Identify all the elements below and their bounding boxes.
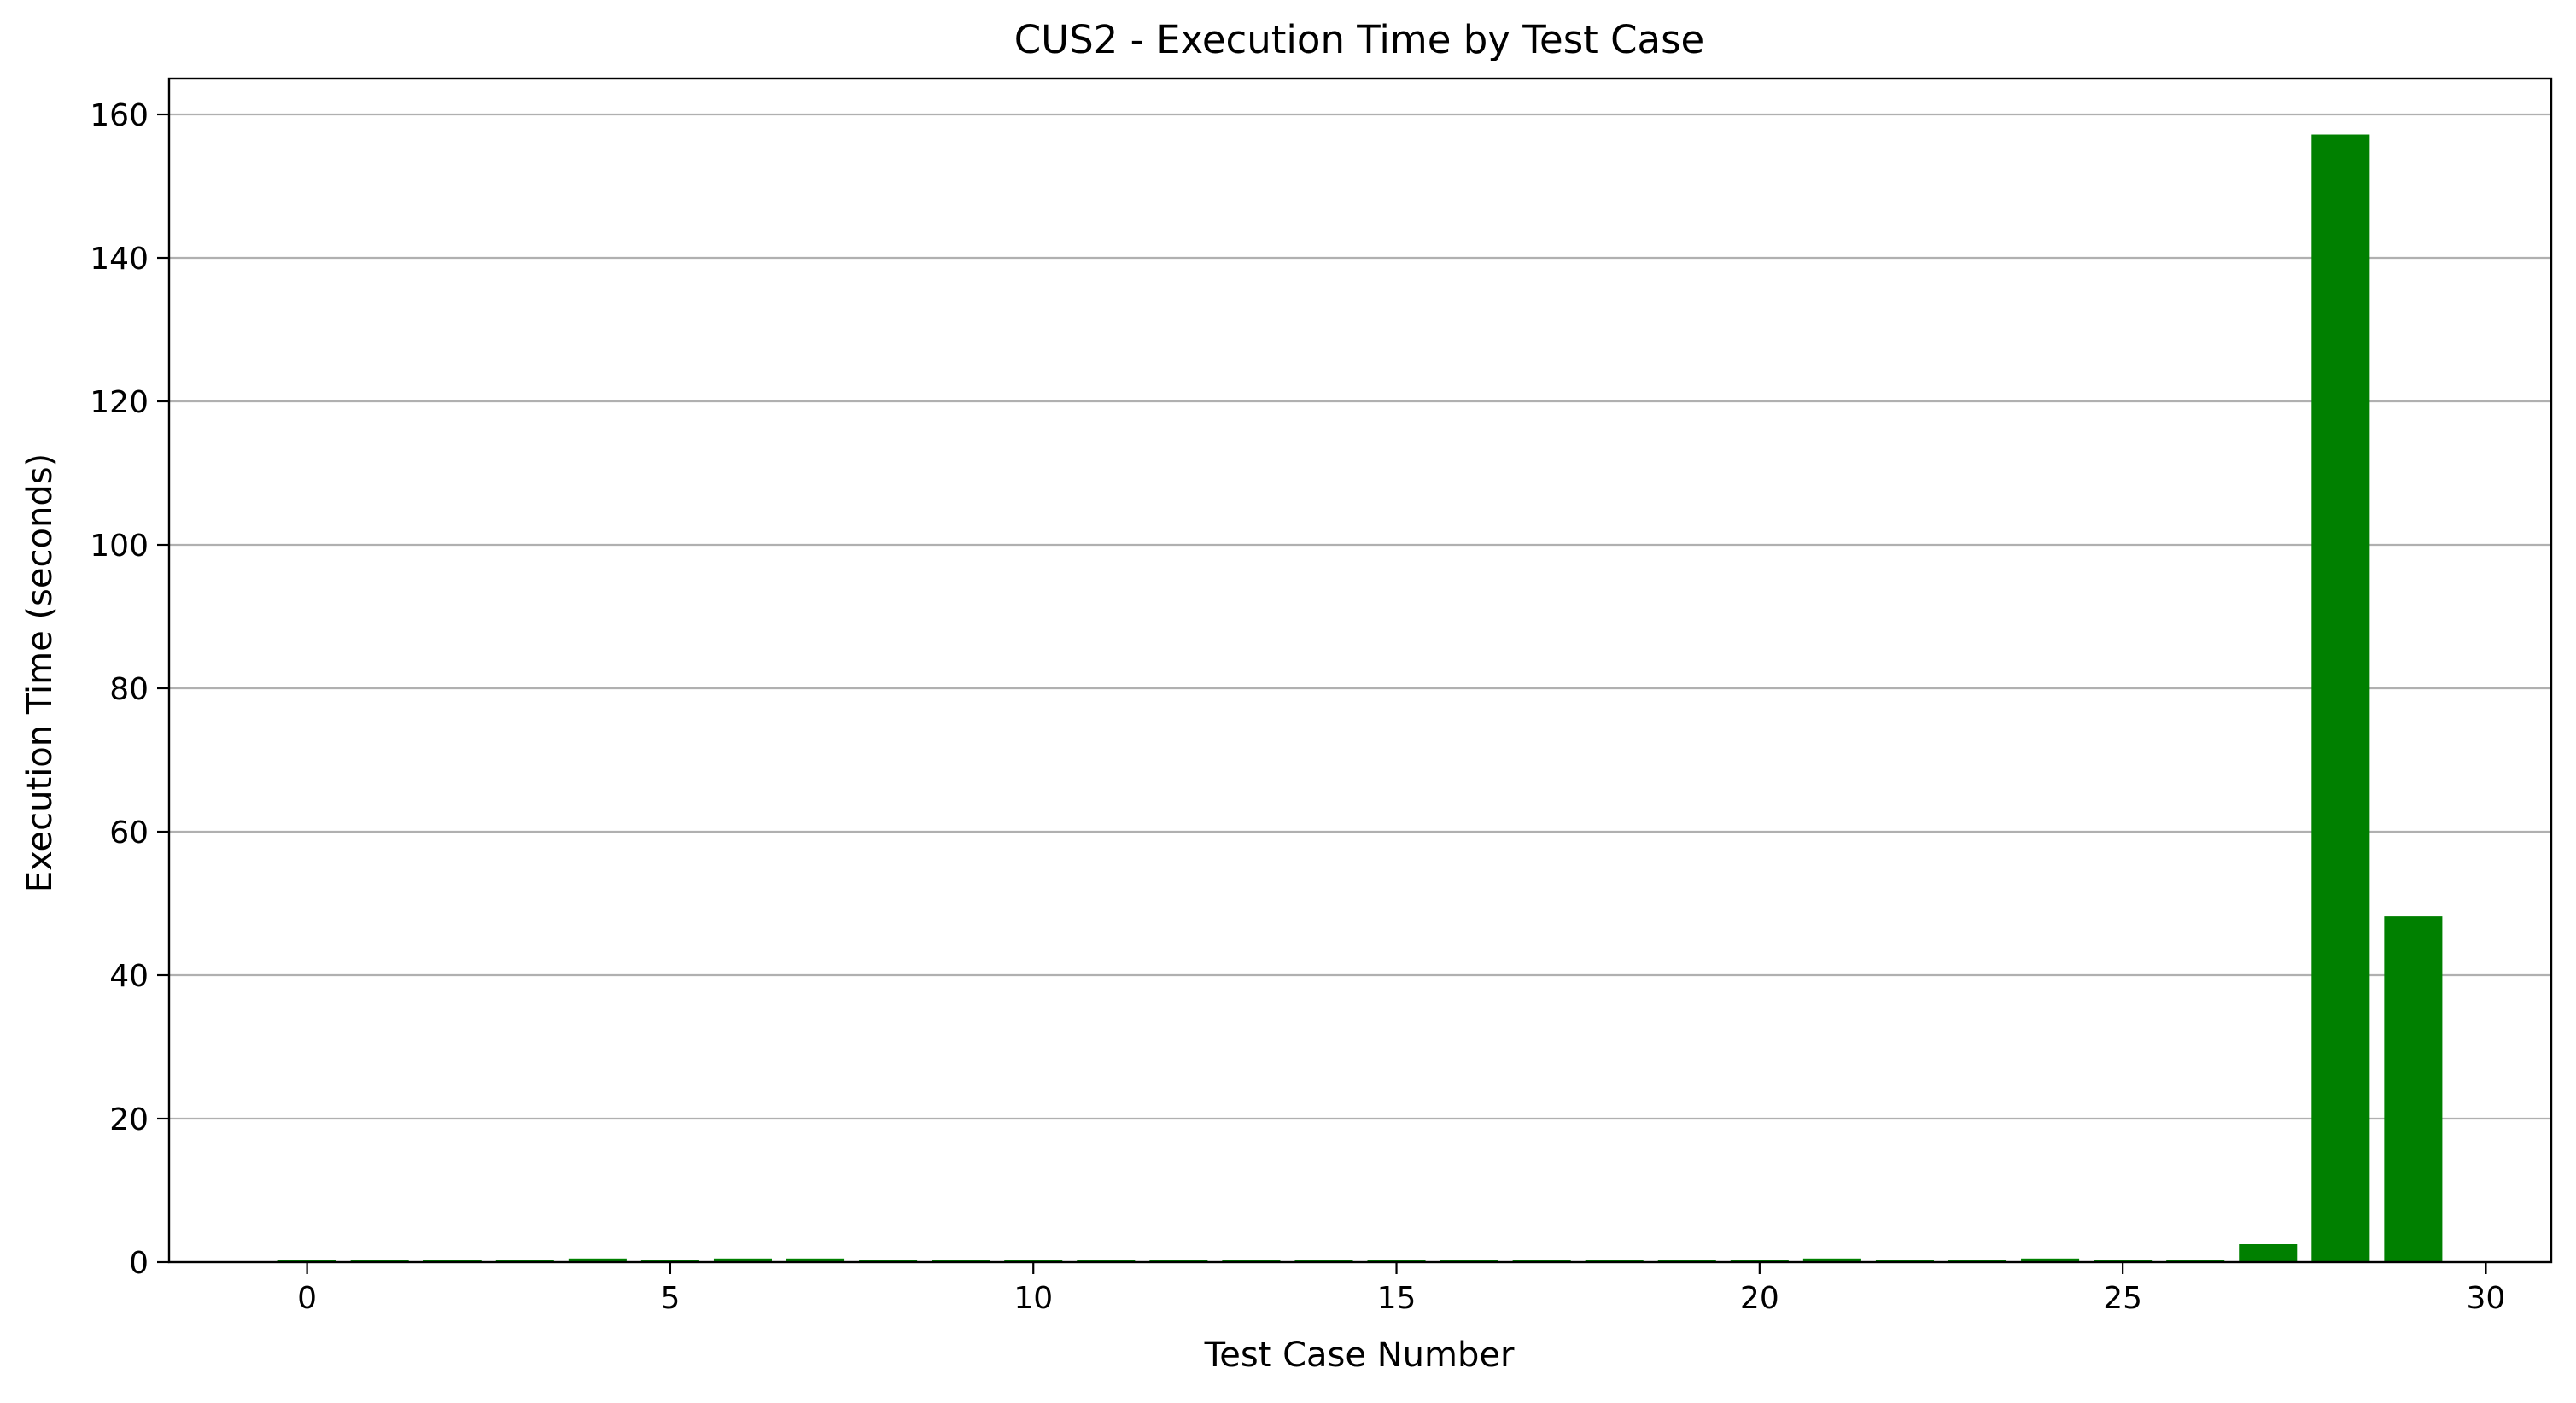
bar-test-case-27 (2239, 1244, 2298, 1262)
bar-test-case-22 (1875, 1260, 1934, 1262)
bar-test-case-11 (1077, 1260, 1136, 1262)
grid-lines (169, 113, 2551, 1120)
bar-test-case-16 (1440, 1260, 1498, 1262)
y-tick-label: 0 (129, 1246, 149, 1281)
bar-test-case-4 (568, 1258, 627, 1262)
bar-test-case-7 (786, 1258, 845, 1262)
bar-test-case-10 (1004, 1260, 1063, 1262)
y-tick-label: 40 (109, 959, 149, 994)
y-tick-label: 160 (90, 98, 149, 133)
y-tick-label: 100 (90, 529, 149, 564)
bar-test-case-26 (2166, 1260, 2225, 1262)
bar-test-case-20 (1730, 1260, 1789, 1262)
bar-test-case-2 (423, 1260, 482, 1262)
bar-test-case-15 (1367, 1260, 1426, 1262)
y-tick-label: 120 (90, 385, 149, 420)
y-axis-label: Execution Time (seconds) (20, 453, 60, 892)
plot-frame (167, 77, 2553, 1264)
y-tick-label: 60 (109, 815, 149, 851)
x-tick-label: 0 (297, 1281, 317, 1316)
bar-test-case-3 (495, 1260, 554, 1262)
bar-test-case-19 (1657, 1260, 1716, 1262)
x-tick-label: 10 (1013, 1281, 1053, 1316)
bar-test-case-5 (640, 1260, 699, 1262)
bar-test-case-23 (1948, 1260, 2007, 1262)
y-tick-label: 20 (109, 1102, 149, 1137)
bar-test-case-13 (1222, 1260, 1281, 1262)
x-axis-ticks: 0 5 10 15 20 25 30 (297, 1262, 2505, 1316)
x-tick-label: 30 (2467, 1281, 2506, 1316)
bar-test-case-6 (713, 1258, 773, 1262)
y-tick-label: 80 (109, 672, 149, 707)
bar-test-case-18 (1585, 1260, 1644, 1262)
bar-test-case-14 (1294, 1260, 1353, 1262)
bar-test-case-28 (2311, 134, 2370, 1262)
bar-test-case-9 (932, 1260, 990, 1262)
bar-test-case-17 (1512, 1260, 1571, 1262)
y-tick-label: 140 (90, 242, 149, 277)
bar-test-case-29 (2384, 916, 2443, 1262)
x-tick-label: 20 (1740, 1281, 1779, 1316)
x-axis-label: Test Case Number (1204, 1336, 1515, 1375)
y-axis-ticks: 0 20 40 60 80 100 120 140 160 (90, 98, 169, 1281)
bars (277, 134, 2443, 1262)
x-tick-label: 15 (1377, 1281, 1417, 1316)
chart-title: CUS2 - Execution Time by Test Case (1014, 17, 1705, 62)
bar-test-case-25 (2094, 1260, 2153, 1262)
x-tick-label: 25 (2103, 1281, 2142, 1316)
bar-test-case-21 (1802, 1258, 1861, 1262)
bar-test-case-0 (277, 1260, 336, 1262)
bar-test-case-8 (859, 1260, 918, 1262)
bar-test-case-24 (2021, 1258, 2080, 1262)
bar-test-case-1 (350, 1260, 409, 1262)
x-tick-label: 5 (660, 1281, 680, 1316)
bar-test-case-12 (1149, 1260, 1208, 1262)
